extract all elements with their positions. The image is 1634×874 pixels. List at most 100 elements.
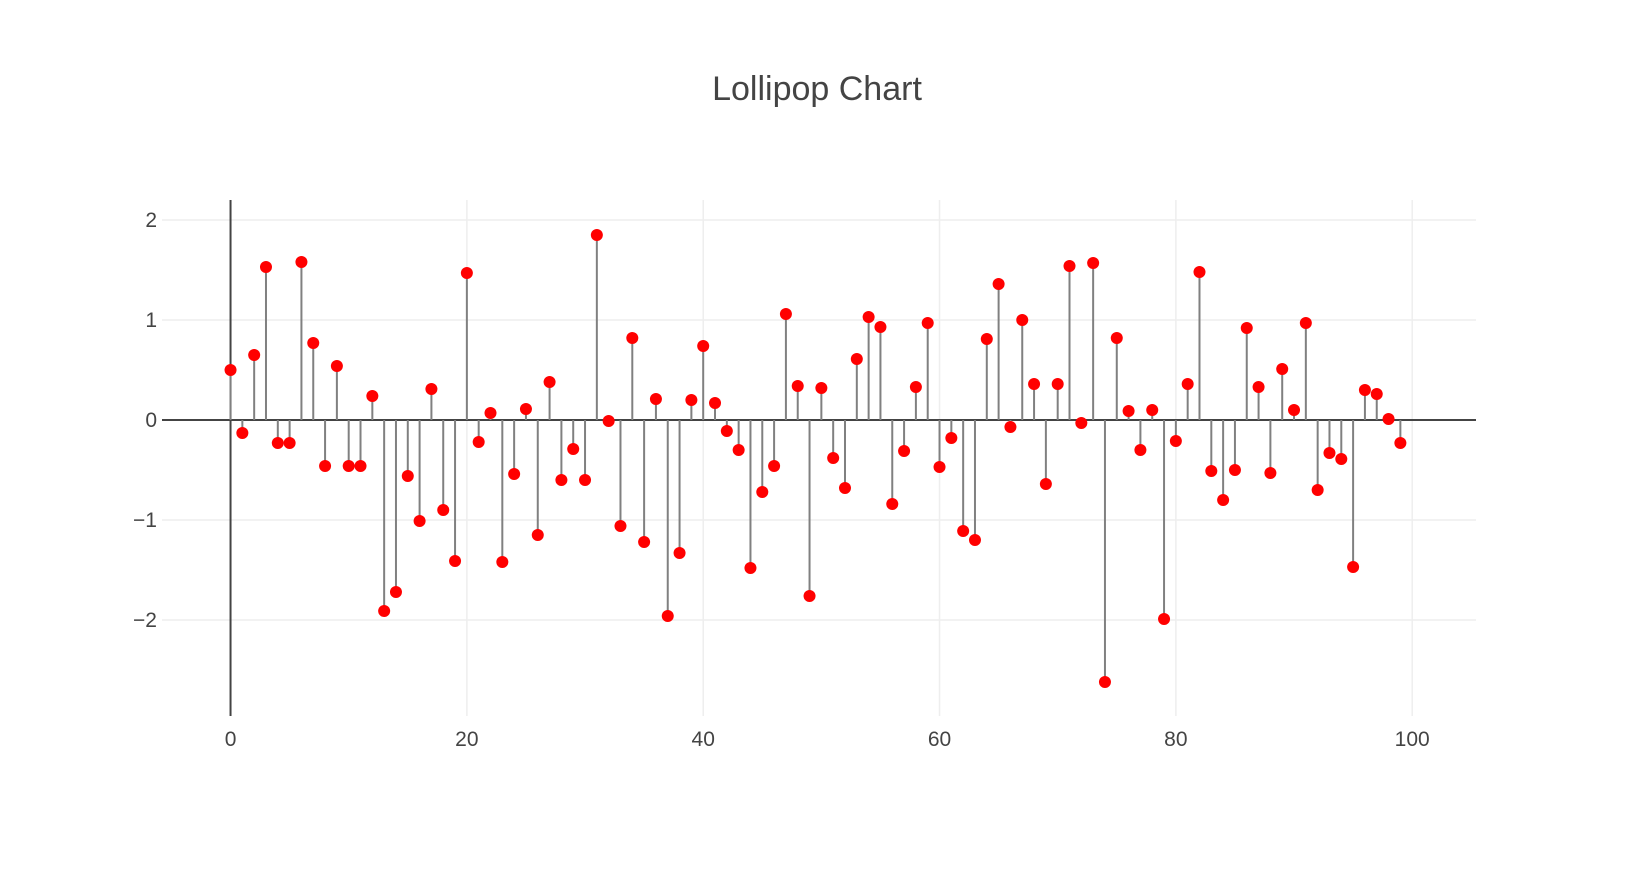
- lollipop-marker: [957, 525, 970, 537]
- lollipop-marker: [1205, 465, 1218, 477]
- lollipop-marker: [1146, 404, 1159, 416]
- lollipop-marker: [945, 432, 958, 444]
- lollipop-marker: [886, 498, 899, 510]
- markers-layer: [224, 229, 1407, 688]
- lollipop-marker: [354, 460, 367, 472]
- lollipop-marker: [389, 586, 402, 598]
- lollipop-marker: [744, 562, 757, 574]
- lollipop-marker: [1288, 404, 1301, 416]
- lollipop-marker: [661, 610, 674, 622]
- lollipop-marker: [756, 486, 769, 498]
- lollipop-marker: [224, 364, 237, 376]
- lollipop-marker: [685, 394, 698, 406]
- lollipop-marker: [342, 460, 355, 472]
- lollipop-marker: [720, 425, 733, 437]
- lollipop-marker: [614, 520, 627, 532]
- lollipop-marker: [1252, 381, 1265, 393]
- x-tick-label: 60: [928, 728, 951, 751]
- axes-layer: [162, 200, 1476, 716]
- lollipop-marker: [1276, 363, 1289, 375]
- lollipop-marker: [519, 403, 532, 415]
- lollipop-marker: [649, 393, 662, 405]
- lollipop-marker: [732, 444, 745, 456]
- lollipop-marker: [295, 256, 308, 268]
- y-tick-label: −2: [133, 609, 157, 632]
- lollipop-marker: [259, 261, 272, 273]
- y-tick-label: 1: [145, 309, 157, 332]
- lollipop-marker: [673, 547, 686, 559]
- lollipop-marker: [768, 460, 781, 472]
- lollipop-marker: [1193, 266, 1206, 278]
- lollipop-marker: [638, 536, 651, 548]
- lollipop-marker: [508, 468, 521, 480]
- lollipop-marker: [319, 460, 332, 472]
- lollipop-marker: [236, 427, 249, 439]
- lollipop-marker: [1063, 260, 1076, 272]
- lollipop-marker: [449, 555, 462, 567]
- lollipop-marker: [626, 332, 639, 344]
- lollipop-marker: [1075, 417, 1088, 429]
- chart-title: Lollipop Chart: [712, 70, 922, 108]
- lollipop-marker: [980, 333, 993, 345]
- lollipop-marker: [1335, 453, 1348, 465]
- lollipop-marker: [791, 380, 804, 392]
- y-tick-label: 0: [145, 409, 157, 432]
- y-tick-label: −1: [133, 509, 157, 532]
- lollipop-marker: [1028, 378, 1041, 390]
- lollipop-marker: [1311, 484, 1324, 496]
- lollipop-marker: [1217, 494, 1230, 506]
- lollipop-marker: [968, 534, 981, 546]
- lollipop-marker: [898, 445, 911, 457]
- lollipop-marker: [484, 407, 497, 419]
- lollipop-marker: [1358, 384, 1371, 396]
- lollipop-marker: [1323, 447, 1336, 459]
- lollipop-marker: [1039, 478, 1052, 490]
- lollipop-marker: [248, 349, 261, 361]
- lollipop-marker: [1347, 561, 1360, 573]
- lollipop-marker: [850, 353, 863, 365]
- lollipop-marker: [579, 474, 592, 486]
- lollipop-marker: [590, 229, 603, 241]
- lollipop-marker: [1228, 464, 1241, 476]
- lollipop-marker: [307, 337, 320, 349]
- lollipop-marker: [425, 383, 438, 395]
- x-tick-label: 20: [455, 728, 478, 751]
- lollipop-marker: [1004, 421, 1017, 433]
- x-tick-label: 0: [225, 728, 237, 751]
- lollipop-marker: [779, 308, 792, 320]
- lollipop-marker: [1382, 413, 1395, 425]
- lollipop-marker: [921, 317, 934, 329]
- lollipop-marker: [1394, 437, 1407, 449]
- lollipop-marker: [496, 556, 509, 568]
- lollipop-marker: [271, 437, 284, 449]
- lollipop-marker: [567, 443, 580, 455]
- lollipop-marker: [1110, 332, 1123, 344]
- lollipop-marker: [1122, 405, 1135, 417]
- lollipop-marker: [330, 360, 343, 372]
- lollipop-marker: [1169, 435, 1182, 447]
- lollipop-marker: [1158, 613, 1171, 625]
- lollipop-marker: [815, 382, 828, 394]
- lollipop-marker: [874, 321, 887, 333]
- lollipop-marker: [413, 515, 426, 527]
- lollipop-marker: [909, 381, 922, 393]
- lollipop-marker: [283, 437, 296, 449]
- lollipop-marker: [555, 474, 568, 486]
- lollipop-marker: [1370, 388, 1383, 400]
- y-tick-label: 2: [145, 209, 157, 232]
- lollipop-marker: [1098, 676, 1111, 688]
- x-tick-label: 80: [1164, 728, 1187, 751]
- lollipop-marker: [1051, 378, 1064, 390]
- lollipop-marker: [803, 590, 816, 602]
- lollipop-marker: [1134, 444, 1147, 456]
- lollipop-marker: [1299, 317, 1312, 329]
- stems-layer: [229, 235, 1402, 682]
- lollipop-marker: [460, 267, 473, 279]
- lollipop-marker: [838, 482, 851, 494]
- tick-labels-layer: 0 20 40 60 80 100 −2 −1 0 1 2: [133, 209, 1430, 751]
- lollipop-marker: [602, 415, 615, 427]
- lollipop-marker: [933, 461, 946, 473]
- lollipop-marker: [1240, 322, 1253, 334]
